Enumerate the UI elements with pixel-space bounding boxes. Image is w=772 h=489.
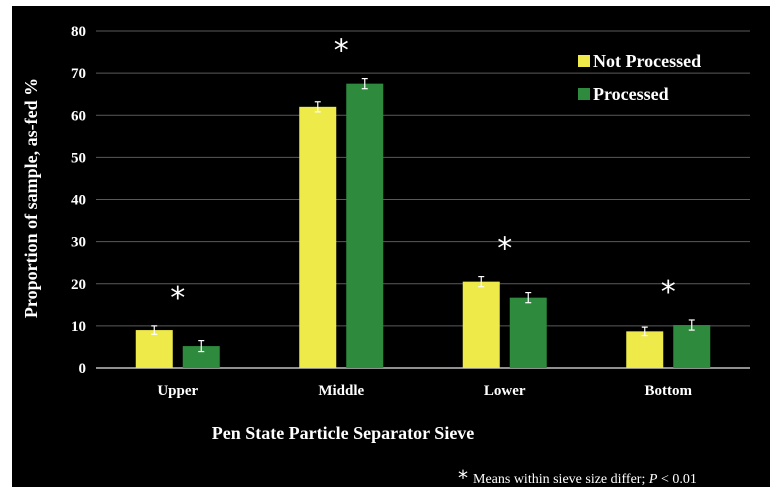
significance-marker-lower: *	[497, 232, 512, 267]
x-tick-label-middle: Middle	[318, 383, 364, 399]
error-bar-processed-bottom	[688, 319, 695, 331]
footnote: * Means within sieve size differ; P < 0.…	[458, 466, 697, 487]
bar-chart: 0 10 20 30 40 50 60 70 80 Upper Middle Lower Bottom…	[21, 24, 750, 487]
bar-not-processed-upper	[135, 330, 173, 368]
legend-swatch-not-processed	[578, 55, 590, 67]
bar-processed-bottom	[673, 325, 711, 368]
x-tick-label-upper: Upper	[157, 383, 198, 399]
y-tick-label-40: 40	[71, 193, 86, 209]
y-tick-label-80: 80	[71, 24, 86, 40]
footnote-marker: *	[458, 466, 468, 487]
y-tick-label-0: 0	[79, 361, 87, 377]
y-tick-label-30: 30	[71, 235, 86, 251]
error-bar-not-processed-middle	[314, 101, 321, 113]
x-axis-title: Pen State Particle Separator Sieve	[212, 423, 475, 443]
bars	[135, 78, 711, 368]
legend-swatch-processed	[578, 88, 590, 100]
x-tick-label-bottom: Bottom	[645, 383, 693, 399]
footnote-text: Means within sieve size differ; P < 0.01	[473, 472, 697, 487]
chart-frame: 0 10 20 30 40 50 60 70 80 Upper Middle Lower Bottom…	[12, 6, 770, 487]
error-bar-processed-middle	[361, 78, 368, 90]
significance-markers: * * * *	[170, 34, 676, 316]
y-axis-ticks: 0 10 20 30 40 50 60 70 80	[71, 24, 86, 377]
bar-processed-middle	[346, 83, 384, 368]
significance-marker-middle: *	[334, 34, 349, 69]
footnote-p-symbol: P	[648, 472, 658, 487]
error-bar-not-processed-upper	[151, 325, 158, 335]
legend-label-not-processed: Not Processed	[593, 51, 701, 71]
error-bar-processed-lower	[525, 291, 532, 304]
y-tick-label-20: 20	[71, 277, 86, 293]
error-bar-not-processed-lower	[478, 275, 485, 288]
gridlines	[96, 30, 750, 369]
bar-processed-lower	[509, 297, 547, 368]
y-tick-label-60: 60	[71, 108, 86, 124]
error-bar-not-processed-bottom	[641, 326, 648, 337]
bar-not-processed-middle	[299, 106, 337, 368]
y-tick-label-70: 70	[71, 66, 86, 82]
bar-not-processed-bottom	[626, 331, 664, 368]
significance-marker-bottom: *	[661, 275, 676, 310]
legend-label-processed: Processed	[593, 84, 669, 104]
y-tick-label-50: 50	[71, 150, 86, 166]
error-bar-processed-upper	[198, 340, 205, 353]
bar-processed-upper	[182, 346, 220, 368]
x-axis-categories: Upper Middle Lower Bottom	[157, 383, 692, 399]
legend: Not Processed Processed	[578, 51, 701, 104]
x-tick-label-lower: Lower	[484, 383, 526, 399]
significance-marker-upper: *	[170, 281, 185, 316]
footnote-p-condition: < 0.01	[657, 472, 696, 487]
footnote-text-main: Means within sieve size differ;	[473, 472, 649, 487]
y-tick-label-10: 10	[71, 319, 86, 335]
y-axis-title: Proportion of sample, as-fed %	[21, 78, 41, 318]
bar-not-processed-lower	[462, 281, 500, 368]
